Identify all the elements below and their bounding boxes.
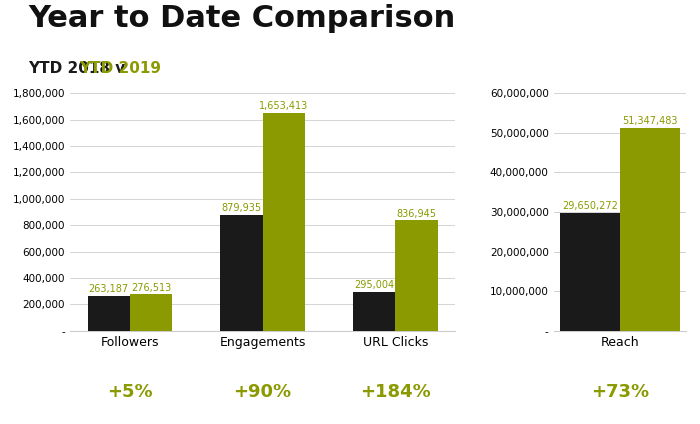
Text: 263,187: 263,187 xyxy=(89,285,129,294)
Text: 295,004: 295,004 xyxy=(354,280,394,290)
Text: 276,513: 276,513 xyxy=(131,283,172,293)
Text: YTD 2019: YTD 2019 xyxy=(79,61,161,76)
Text: 29,650,272: 29,650,272 xyxy=(562,201,617,212)
Bar xyxy=(130,294,172,331)
Text: +184%: +184% xyxy=(360,383,430,402)
Text: +90%: +90% xyxy=(234,383,292,402)
Bar xyxy=(620,128,680,331)
Text: YTD 2018 v: YTD 2018 v xyxy=(28,61,130,76)
Text: Year to Date Comparison: Year to Date Comparison xyxy=(28,4,455,33)
Text: 1,653,413: 1,653,413 xyxy=(259,101,309,111)
Text: 879,935: 879,935 xyxy=(221,203,262,213)
Bar xyxy=(395,220,438,331)
Bar xyxy=(262,113,305,331)
Bar xyxy=(88,296,130,331)
Text: +73%: +73% xyxy=(591,383,649,402)
Text: 836,945: 836,945 xyxy=(396,209,437,219)
Text: 51,347,483: 51,347,483 xyxy=(622,116,678,126)
Bar xyxy=(353,292,396,331)
Text: +5%: +5% xyxy=(107,383,153,402)
Bar xyxy=(559,213,620,331)
Bar xyxy=(220,215,262,331)
